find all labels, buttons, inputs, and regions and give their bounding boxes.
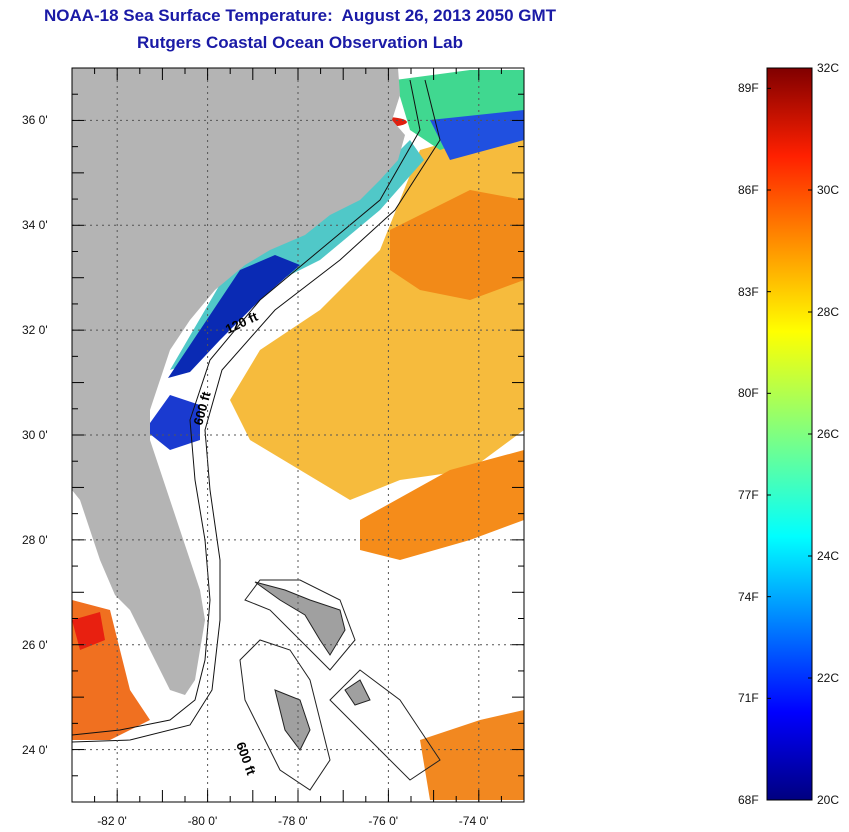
sst-orange-south [360,450,524,560]
fahrenheit-label: 77F [738,488,759,502]
lat-label: 24 0' [22,742,48,757]
fahrenheit-label: 86F [738,183,759,197]
celsius-label: 30C [817,183,840,197]
lat-label: 28 0' [22,532,48,547]
fahrenheit-label: 83F [738,284,759,299]
map-title: NOAA-18 Sea Surface Temperature: August … [43,6,557,25]
lat-label: 32 0' [22,323,48,338]
fahrenheit-label: 71F [738,691,759,706]
land-us-east-coast [72,68,405,695]
graticule [72,68,524,802]
sst-orange-band [390,190,524,300]
lat-label: 36 0' [22,113,48,128]
lat-label: 30 0' [22,428,48,442]
map-subtitle: Rutgers Coastal Ocean Observation Lab [137,33,463,52]
lat-label: 34 0' [22,218,48,233]
colorbar-ticks [767,67,812,801]
lon-label: -78 0' [278,814,308,828]
celsius-label: 28C [817,305,840,319]
celsius-label: 22C [817,671,840,685]
bahamas-bank-contour [239,579,441,791]
lon-label: -80 0' [187,814,218,828]
lon-label: -74 0' [458,814,489,828]
celsius-label: 32C [817,61,840,75]
sst-north-blue [430,110,524,160]
colorbar-gradient [766,67,813,801]
lat-label: 26 0' [22,637,48,652]
sst-cold-upwelling [168,255,300,378]
celsius-label: 24C [817,549,840,563]
sst-gulf-hot [72,612,105,650]
fahrenheit-label: 89F [738,81,759,96]
sst-southeast-warm [420,710,524,800]
celsius-label: 20C [817,793,840,807]
fahrenheit-label: 68F [738,793,759,807]
lon-label: -82 0' [97,814,127,828]
celsius-label: 26C [817,427,840,441]
bahamas-islands [254,581,371,751]
sst-patches [72,70,524,800]
fahrenheit-label: 80F [738,386,759,401]
axis-ticks [71,67,525,803]
fahrenheit-label: 74F [738,589,759,604]
lon-label: -76 0' [368,814,399,828]
sst-cold-patch [145,395,200,450]
